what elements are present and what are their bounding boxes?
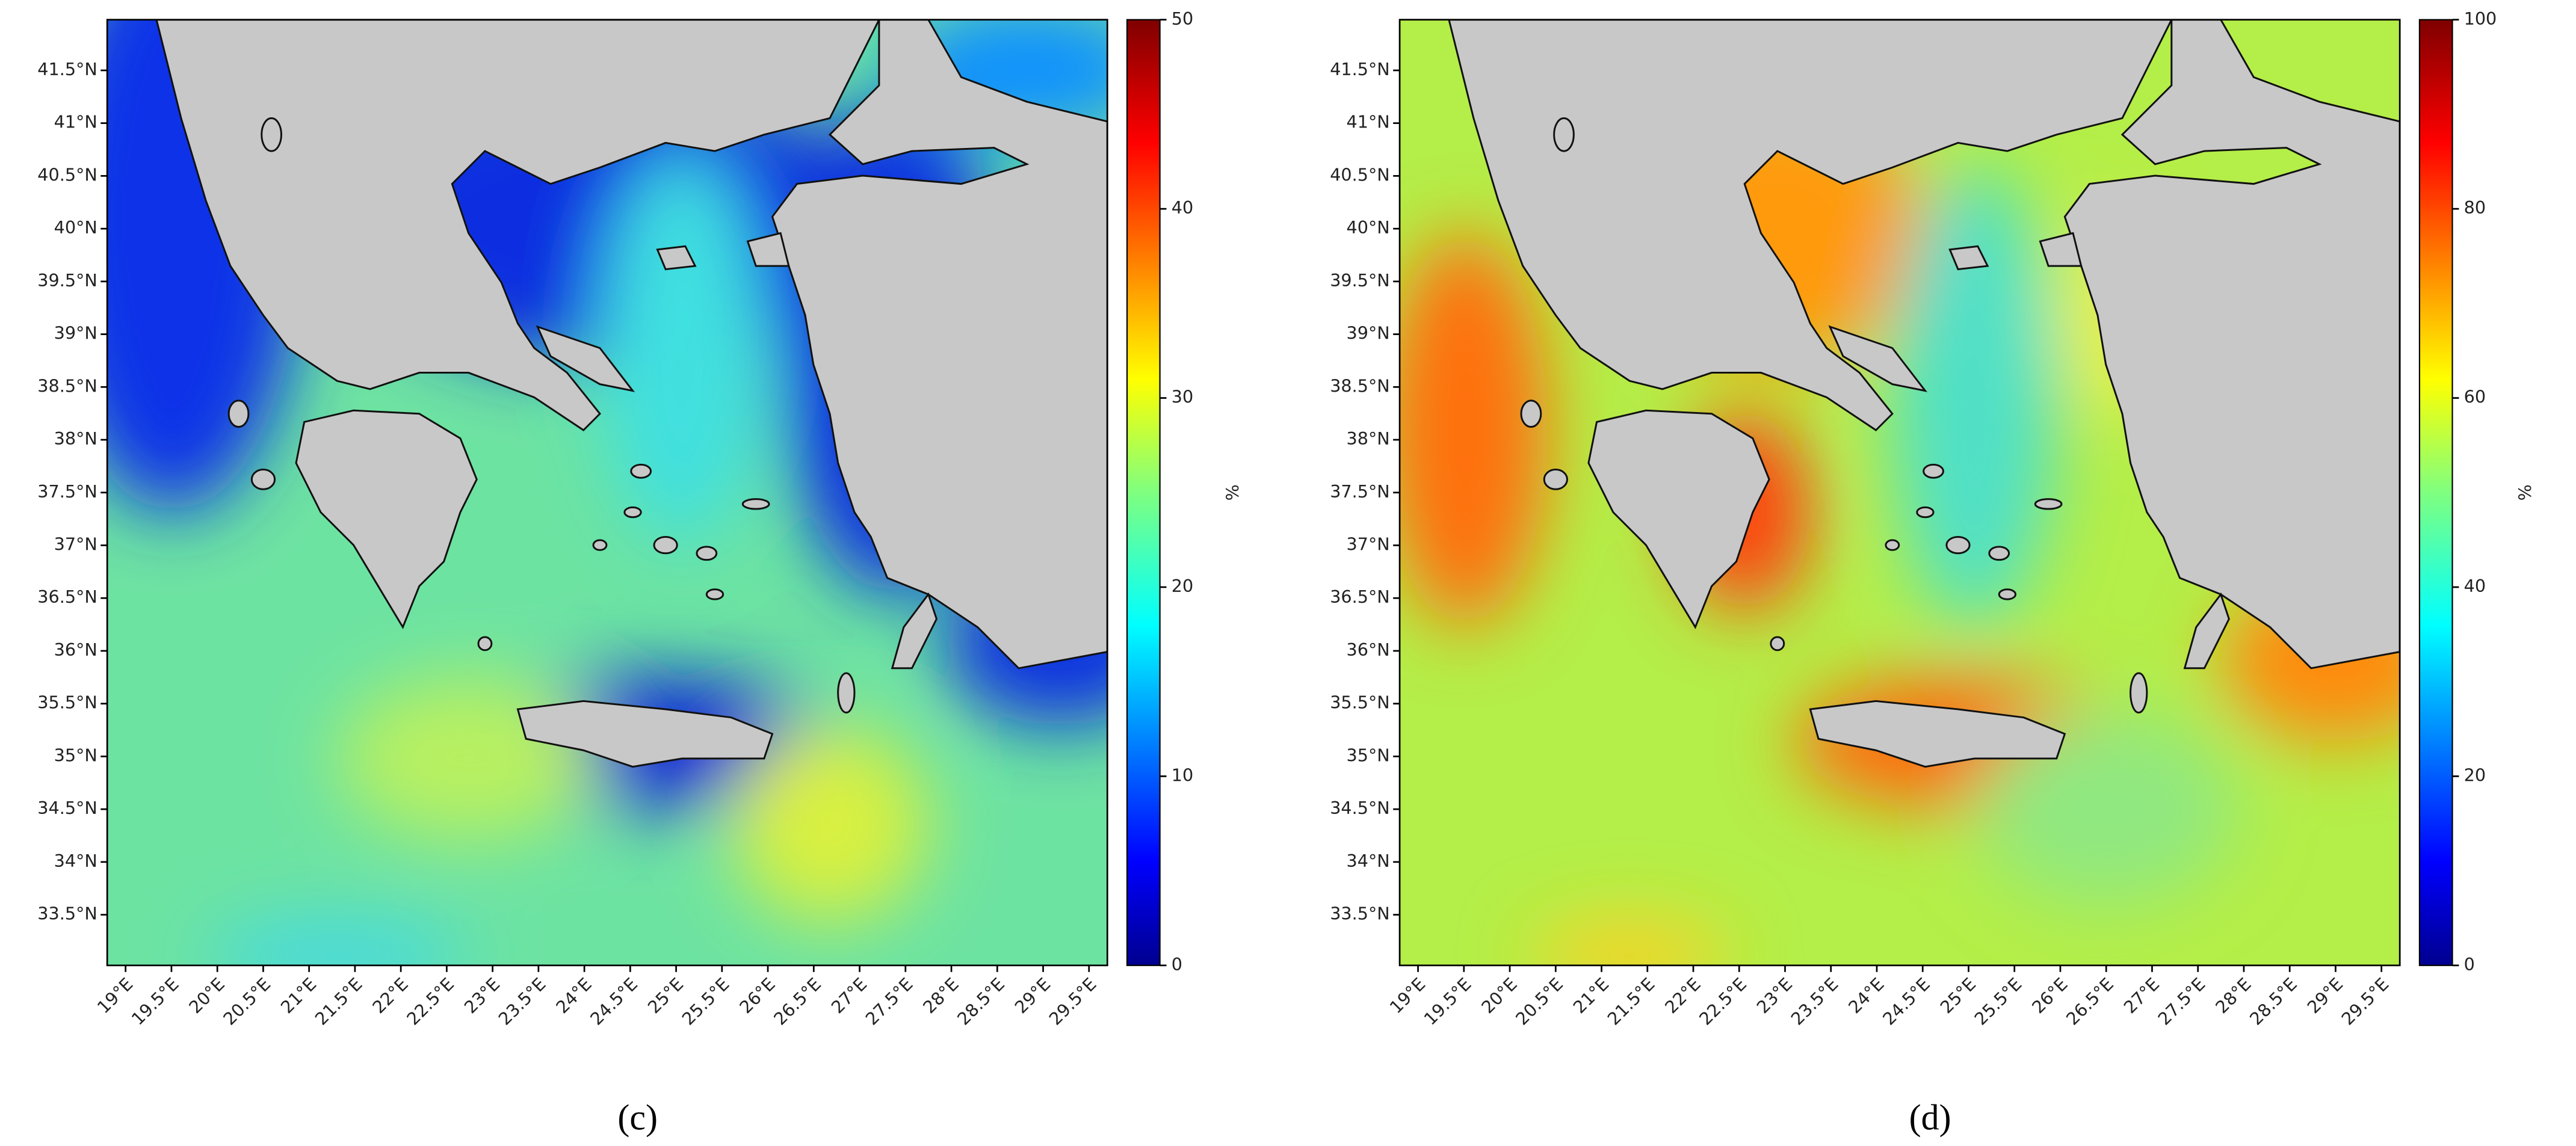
colorbar-tick-label: 20 <box>1172 576 1193 596</box>
x-tick-label: 21.5°E <box>311 974 366 1029</box>
colorbar-tick-label: 0 <box>2464 954 2475 975</box>
y-tick-label: 40°N <box>1347 217 1390 238</box>
y-tick-label: 41°N <box>1347 112 1390 132</box>
y-tick-label: 38.5°N <box>1330 375 1390 396</box>
x-tick-label: 26.5°E <box>2062 974 2117 1029</box>
colorbar-tick-label: 60 <box>2464 387 2486 407</box>
panel-caption: (d) <box>1909 1097 1951 1138</box>
colorbar-tick-label: 40 <box>1172 197 1193 218</box>
y-tick-label: 33.5°N <box>37 904 97 924</box>
colorbar-tick-label: 30 <box>1172 387 1193 407</box>
y-tick-label: 39.5°N <box>37 270 97 291</box>
y-tick-label: 40.5°N <box>37 164 97 185</box>
colorbar-label: % <box>2515 484 2536 501</box>
y-tick-label: 38°N <box>1347 428 1390 449</box>
colorbar <box>1126 19 1161 966</box>
y-tick-label: 38°N <box>54 428 97 449</box>
x-tick-label: 23.5°E <box>1787 974 1842 1029</box>
y-tick-label: 40.5°N <box>1330 164 1390 185</box>
colorbar-tick-label: 50 <box>1172 8 1193 29</box>
x-tick-label: 19.5°E <box>128 974 183 1029</box>
y-tick-label: 39°N <box>1347 323 1390 343</box>
y-tick-label: 37.5°N <box>1330 481 1390 502</box>
x-tick-label: 25.5°E <box>678 974 734 1029</box>
colorbar-tick-label: 100 <box>2464 8 2497 29</box>
colorbar-tick-label: 10 <box>1172 765 1193 785</box>
y-tick-label: 37.5°N <box>37 481 97 502</box>
field <box>1400 19 2400 966</box>
colorbar-tick-label: 80 <box>2464 197 2486 218</box>
x-tick-label: 22.5°E <box>1695 974 1750 1029</box>
panel-caption: (c) <box>617 1097 658 1138</box>
y-tick-label: 36°N <box>1347 639 1390 660</box>
x-tick-label: 21.5°E <box>1604 974 1659 1029</box>
colorbar-label: % <box>1223 484 1243 501</box>
x-tick-label: 29.5°E <box>1045 974 1101 1029</box>
y-tick-label: 35.5°N <box>1330 692 1390 713</box>
x-tick-label: 20.5°E <box>219 974 274 1029</box>
colorbar-tick-label: 0 <box>1172 954 1182 975</box>
colorbar-tick-label: 20 <box>2464 765 2486 785</box>
colorbar-tick-label: 40 <box>2464 576 2486 596</box>
x-tick-label: 24.5°E <box>586 974 641 1029</box>
y-tick-label: 35°N <box>1347 745 1390 765</box>
y-tick-label: 39.5°N <box>1330 270 1390 291</box>
y-tick-label: 39°N <box>54 323 97 343</box>
y-tick-label: 37°N <box>54 534 97 554</box>
x-tick-label: 29.5°E <box>2337 974 2392 1029</box>
x-tick-label: 28.5°E <box>953 974 1008 1029</box>
x-tick-label: 24.5°E <box>1879 974 1934 1029</box>
y-tick-label: 41°N <box>54 112 97 132</box>
y-tick-label: 38.5°N <box>37 375 97 396</box>
y-tick-label: 35.5°N <box>37 692 97 713</box>
field <box>107 19 1108 966</box>
y-tick-label: 37°N <box>1347 534 1390 554</box>
y-tick-label: 33.5°N <box>1330 904 1390 924</box>
map-panel <box>106 19 1108 967</box>
y-tick-label: 35°N <box>54 745 97 765</box>
y-tick-label: 34.5°N <box>37 798 97 818</box>
x-tick-label: 22.5°E <box>403 974 458 1029</box>
y-tick-label: 34°N <box>1347 851 1390 871</box>
x-tick-label: 28.5°E <box>2246 974 2301 1029</box>
y-tick-label: 41.5°N <box>1330 59 1390 79</box>
x-tick-label: 26.5°E <box>770 974 825 1029</box>
y-tick-label: 36°N <box>54 639 97 660</box>
y-tick-label: 41.5°N <box>37 59 97 79</box>
y-tick-label: 34°N <box>54 851 97 871</box>
y-tick-label: 36.5°N <box>37 587 97 607</box>
x-tick-label: 25.5°E <box>1970 974 2025 1029</box>
y-tick-label: 34.5°N <box>1330 798 1390 818</box>
x-tick-label: 27.5°E <box>862 974 917 1029</box>
x-tick-label: 27.5°E <box>2154 974 2209 1029</box>
colorbar <box>2418 19 2453 966</box>
y-tick-label: 36.5°N <box>1330 587 1390 607</box>
x-tick-label: 20.5°E <box>1512 974 1567 1029</box>
map-panel <box>1398 19 2401 967</box>
x-tick-label: 23.5°E <box>495 974 550 1029</box>
y-tick-label: 40°N <box>54 217 97 238</box>
x-tick-label: 19.5°E <box>1420 974 1475 1029</box>
